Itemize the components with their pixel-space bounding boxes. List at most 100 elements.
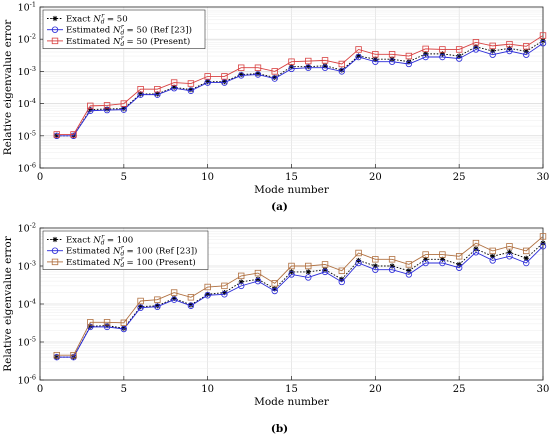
series-line-star <box>56 40 544 137</box>
legend-marker-square <box>51 258 59 266</box>
data-point-circle <box>321 64 329 71</box>
data-point-square <box>221 282 228 290</box>
y-tick-exponent: -2 <box>30 33 36 41</box>
data-point-circle <box>221 291 228 298</box>
data-point-star <box>171 295 177 302</box>
data-point-circle <box>305 274 312 281</box>
x-tick-label: 0 <box>37 172 43 183</box>
data-point-square <box>103 102 111 109</box>
y-tick-base: 10 <box>18 164 30 175</box>
data-point-circle <box>455 55 463 62</box>
data-point-circle <box>338 68 345 75</box>
data-point-square <box>405 261 413 268</box>
y-tick-label: 10-2 <box>18 33 36 46</box>
data-point-circle <box>321 268 329 276</box>
data-point-circle <box>338 278 345 286</box>
data-point-circle <box>372 58 379 65</box>
data-point-star <box>104 106 110 112</box>
data-point-circle <box>439 259 446 267</box>
data-point-circle <box>489 257 496 264</box>
data-point-square <box>170 289 178 296</box>
data-point-circle <box>237 282 245 290</box>
data-point-circle <box>187 302 195 309</box>
y-tick-exponent: -4 <box>30 97 36 105</box>
data-point-square <box>53 351 60 359</box>
data-point-square <box>271 68 278 75</box>
data-point-circle <box>221 79 228 86</box>
data-point-star <box>406 59 412 65</box>
legend-label-text: Exact <box>66 236 93 246</box>
legend-marker-star <box>52 236 58 243</box>
data-point-square <box>455 46 463 53</box>
legend-label-subscript: d <box>120 30 124 37</box>
data-point-circle <box>489 51 496 58</box>
y-tick-label: 10-6 <box>18 374 36 387</box>
x-tick-label: 10 <box>201 172 214 183</box>
legend-label-superscript: r <box>121 24 125 31</box>
y-tick-exponent: -6 <box>30 162 36 170</box>
data-point-star <box>171 84 177 90</box>
x-axis: 0 5 10 15 20 25 30 Mode number <box>37 376 549 408</box>
data-point-circle <box>455 264 463 271</box>
data-point-star <box>339 67 345 73</box>
data-point-star <box>355 53 362 59</box>
data-point-square <box>305 262 312 270</box>
data-point-square <box>237 64 245 71</box>
data-point-square <box>523 247 530 255</box>
data-point-square <box>472 239 480 247</box>
data-point-circle <box>506 253 513 260</box>
data-point-square <box>87 319 94 326</box>
data-point-star <box>423 256 429 262</box>
data-point-circle <box>439 53 446 61</box>
x-tick-label: 15 <box>285 172 298 183</box>
data-point-star <box>322 63 328 69</box>
data-point-star <box>188 302 194 308</box>
data-point-square <box>70 351 77 359</box>
data-point-square <box>288 262 295 270</box>
data-point-circle <box>237 72 245 79</box>
data-point-square <box>120 319 128 327</box>
data-point-circle <box>388 58 396 65</box>
y-tick-exponent: -5 <box>30 336 36 344</box>
data-point-square <box>372 51 379 58</box>
data-point-circle <box>523 51 530 58</box>
data-point-square <box>439 251 446 258</box>
y-tick-exponent: -6 <box>30 374 36 382</box>
data-point-square <box>506 40 513 48</box>
panel-label: (b) <box>271 423 288 435</box>
legend-label: Exact Ndr = 100 <box>66 234 133 247</box>
y-tick-base: 10 <box>18 35 30 46</box>
data-point-square <box>154 86 161 93</box>
data-point-star <box>121 325 127 331</box>
data-point-square <box>187 294 195 301</box>
y-tick-label: 10-2 <box>18 222 36 235</box>
legend-label-math: N <box>112 37 121 47</box>
data-point-square <box>53 131 60 138</box>
data-point-star <box>205 79 211 85</box>
data-point-circle <box>288 65 295 73</box>
series-group <box>53 233 547 361</box>
data-point-square <box>137 297 144 305</box>
legend-label-superscript: r <box>121 256 125 263</box>
x-tick-label: 15 <box>285 384 298 395</box>
legend-label-math: N <box>92 15 101 25</box>
x-tick-label: 10 <box>201 384 214 395</box>
legend-marker-circle <box>51 247 59 254</box>
legend-label-superscript: r <box>101 13 105 20</box>
legend-label-superscript: r <box>121 245 125 252</box>
legend-label-superscript: r <box>101 234 105 241</box>
data-point-square <box>388 51 396 58</box>
data-point-circle <box>103 106 111 114</box>
legend-label-math: N <box>112 26 121 36</box>
legend-label: Exact Ndr = 50 <box>66 13 128 26</box>
data-point-circle <box>405 60 413 68</box>
data-point-star <box>121 105 127 112</box>
data-point-square <box>237 272 245 280</box>
data-point-star <box>305 269 311 275</box>
y-axis-label: Relative eigenvalue error <box>2 19 14 156</box>
data-point-square <box>321 57 329 64</box>
data-point-square <box>439 46 446 53</box>
data-point-square <box>204 73 211 80</box>
